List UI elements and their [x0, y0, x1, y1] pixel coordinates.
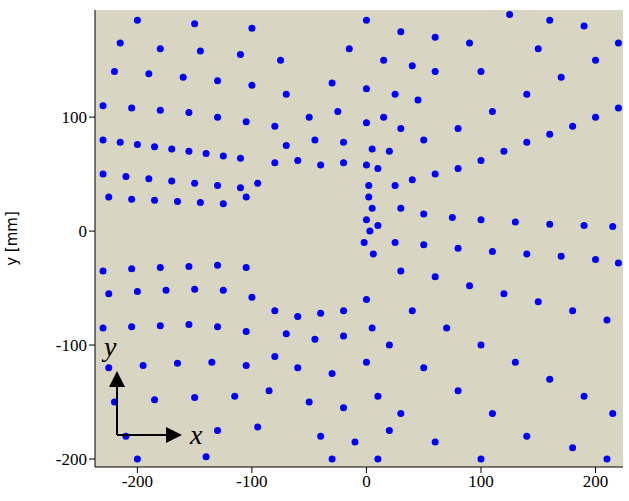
- svg-text:100: 100: [62, 108, 88, 127]
- svg-text:-200: -200: [56, 450, 87, 469]
- svg-text:y [mm]: y [mm]: [3, 211, 21, 266]
- svg-text:0: 0: [362, 472, 371, 491]
- svg-text:-100: -100: [56, 336, 87, 355]
- svg-text:100: 100: [468, 472, 494, 491]
- svg-text:-100: -100: [236, 472, 267, 491]
- svg-text:-200: -200: [122, 472, 153, 491]
- svg-text:0: 0: [79, 222, 88, 241]
- svg-text:200: 200: [583, 472, 609, 491]
- svg-text:x: x: [189, 419, 203, 450]
- svg-text:y: y: [101, 331, 117, 362]
